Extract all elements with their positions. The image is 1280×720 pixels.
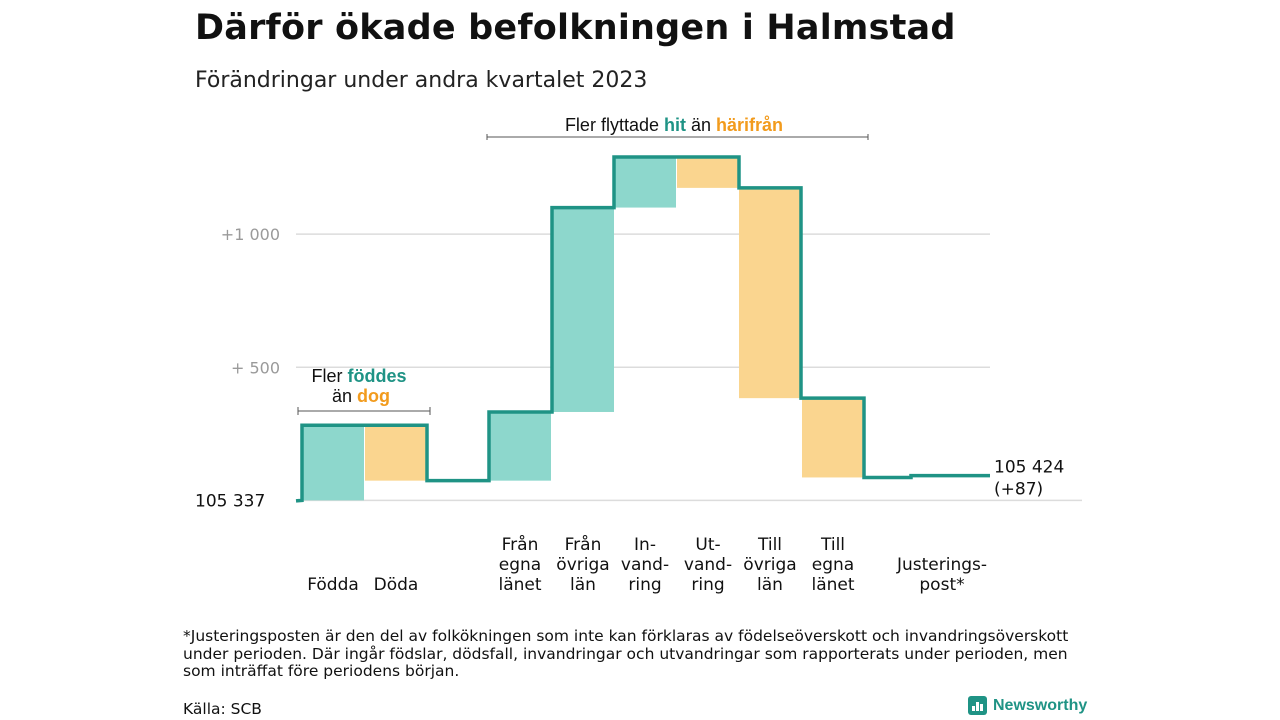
category-label: In- bbox=[634, 535, 656, 555]
y-tick-label: + 500 bbox=[231, 358, 280, 377]
category-label: post* bbox=[919, 575, 964, 595]
source-note: Källa: SCB bbox=[183, 700, 262, 718]
category-label: Från bbox=[502, 534, 539, 555]
category-label: egna bbox=[499, 555, 541, 575]
category-label: länet bbox=[498, 575, 541, 595]
start-value-label: 105 337 bbox=[195, 491, 265, 511]
cumulative-step-line bbox=[295, 155, 990, 503]
bar-från-egna-länet bbox=[489, 411, 551, 481]
category-label: övriga bbox=[556, 555, 609, 575]
bar-till-egna-länet bbox=[802, 398, 864, 478]
end-value-label: 105 424 bbox=[994, 458, 1064, 478]
brand-name: Newsworthy bbox=[993, 696, 1088, 714]
end-change-label: (+87) bbox=[994, 480, 1043, 500]
brand-logo: Newsworthy bbox=[968, 696, 1087, 715]
bar-till-övriga-län bbox=[739, 187, 801, 399]
category-label: vand- bbox=[621, 555, 669, 575]
category-label: Döda bbox=[374, 575, 419, 595]
category-label: Till bbox=[757, 535, 782, 555]
bar-från-övriga-län bbox=[552, 207, 614, 412]
bar-invandring bbox=[614, 157, 676, 208]
category-label: Till bbox=[820, 535, 845, 555]
category-label: länet bbox=[811, 575, 854, 595]
category-label: egna bbox=[812, 555, 854, 575]
annotation-births-line1: Fler föddes bbox=[311, 366, 406, 386]
category-label: län bbox=[757, 575, 783, 595]
category-label: ring bbox=[628, 575, 661, 595]
bar-utvandring bbox=[677, 157, 739, 188]
newsworthy-logo-icon bbox=[968, 696, 987, 715]
chart-subtitle: Förändringar under andra kvartalet 2023 bbox=[195, 68, 648, 93]
y-tick-label: +1 000 bbox=[221, 225, 280, 244]
category-label: ring bbox=[691, 575, 724, 595]
category-label: övriga bbox=[743, 555, 796, 575]
category-label: län bbox=[570, 575, 596, 595]
category-label: vand- bbox=[684, 555, 732, 575]
footnote: *Justeringsposten är den del av folkökni… bbox=[183, 627, 1069, 680]
bar-födda bbox=[302, 425, 364, 501]
category-label: Ut- bbox=[695, 535, 720, 555]
category-label: Från bbox=[565, 534, 602, 555]
annotation-moves: Fler flyttade hit än härifrån bbox=[565, 115, 783, 135]
annotation-births-line2: än dog bbox=[332, 386, 390, 406]
category-label: Justerings- bbox=[896, 555, 987, 575]
bar-döda bbox=[365, 425, 427, 481]
chart-title: Därför ökade befolkningen i Halmstad bbox=[195, 8, 956, 48]
category-label: Födda bbox=[307, 575, 359, 595]
waterfall-chart: + 500 +1 000 105 337 105 424(+87) Födda Döda F… bbox=[195, 115, 1082, 595]
